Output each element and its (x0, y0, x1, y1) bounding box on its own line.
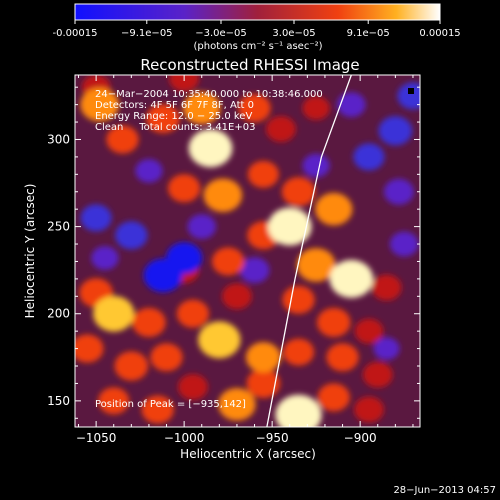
heatmap-blob (282, 285, 315, 314)
heatmap-blob (247, 160, 279, 188)
heatmap-blob (141, 395, 174, 424)
heatmap-blob (178, 373, 208, 400)
heatmap-blob (239, 257, 270, 284)
colorbar-unit-label: (photons cm⁻² s⁻¹ asec⁻²) (193, 41, 322, 52)
heatmap-blob (222, 283, 252, 310)
heatmap-blob (115, 221, 148, 250)
colorbar-tick-label: -0.00015 (53, 28, 98, 39)
x-tick-label: −900 (344, 431, 377, 445)
x-axis-label: Heliocentric X (arcsec) (180, 447, 316, 461)
axis-ticks: −1050 −1000 −950 −900 150 200 250 300 (47, 75, 420, 445)
heatmap-blob (169, 75, 200, 92)
heatmap-blob (91, 246, 119, 270)
marker-square (408, 88, 414, 94)
heatmap-blob (146, 103, 180, 134)
heatmap-blob (246, 368, 281, 399)
heatmap-blob (281, 177, 316, 207)
annotation-block: 24−Mar−2004 10:35:40.000 to 10:38:46.000… (95, 89, 323, 133)
footer-timestamp: 28−Jun−2013 04:57 (393, 485, 496, 496)
heatmap-blob (75, 334, 104, 363)
heatmap-blob (317, 383, 350, 412)
x-tick-label: −1000 (164, 431, 205, 445)
x-tick-label: −1050 (76, 431, 117, 445)
colorbar-tick-label: 9.1e−05 (347, 28, 390, 39)
annotation-clean: Clean Total counts: 3.41E+03 (95, 122, 255, 133)
heatmap-blob (373, 337, 400, 360)
heatmap-area (75, 75, 420, 427)
heatmap-blob (80, 204, 112, 232)
heatmap-blob (114, 351, 149, 381)
heatmap-blob (167, 174, 201, 203)
colorbar-tick-label: −9.1e−05 (121, 28, 173, 39)
heatmap-blob (188, 129, 233, 168)
colorbar-tick-label: 3.0e−05 (272, 28, 315, 39)
colorbar-gradient (74, 3, 441, 21)
y-tick-label: 250 (47, 220, 70, 234)
heatmap-blob (275, 394, 322, 427)
heatmap-blobs (75, 75, 420, 427)
peak-position-label: Position of Peak = [−935,142] (95, 399, 246, 410)
colorbar-tick-label: 0.00015 (419, 28, 460, 39)
heatmap-blob (80, 87, 119, 122)
y-tick-label: 200 (47, 307, 70, 321)
chart-title: Reconstructed RHESSI Image (140, 56, 359, 74)
heatmap-blob (187, 214, 216, 240)
heatmap-blob (383, 178, 414, 205)
heatmap-blob (354, 318, 384, 344)
heatmap-blob (353, 143, 385, 171)
solar-limb-line (266, 75, 352, 427)
heatmap-blob (203, 178, 243, 213)
heatmap-blob (397, 82, 420, 110)
colorbar-ticks: -0.00015 −9.1e−05 −3.0e−05 3.0e−05 9.1e−05 0.… (53, 20, 461, 39)
heatmap-blob (176, 299, 210, 328)
heatmap-blob (267, 207, 312, 246)
heatmap-blob (362, 361, 393, 388)
heatmap-blob (150, 343, 183, 372)
heatmap-blob (315, 192, 353, 226)
x-tick-label: −950 (256, 431, 289, 445)
heatmap-blob (183, 91, 221, 125)
y-tick-label: 300 (47, 132, 70, 146)
heatmap-blob (389, 231, 419, 257)
annotation-energy: Energy Range: 12.0 − 25.0 keV (95, 111, 252, 122)
heatmap-blob (238, 94, 271, 123)
colorbar-tick-label: −3.0e−05 (195, 28, 247, 39)
heatmap-blob (132, 307, 166, 338)
colorbar: -0.00015 −9.1e−05 −3.0e−05 3.0e−05 9.1e−05 0.… (53, 3, 461, 52)
y-axis-label: Heliocentric Y (arcsec) (23, 184, 37, 319)
heatmap-blob (354, 396, 384, 423)
heatmap-blob (266, 116, 296, 142)
annotation-time: 24−Mar−2004 10:35:40.000 to 10:38:46.000 (95, 89, 323, 100)
heatmap-blob (302, 96, 330, 120)
heatmap-blob (143, 258, 183, 293)
heatmap-blob (283, 338, 315, 366)
heatmap-blob (106, 125, 139, 154)
heatmap-blob (211, 247, 245, 276)
heatmap-blob (93, 295, 135, 332)
heatmap-blob (302, 153, 330, 178)
plot-frame (74, 74, 421, 428)
heatmap-blob (316, 307, 351, 338)
annotation-detectors: Detectors: 4F 5F 6F 7F 8F, Att 0 (95, 100, 254, 111)
heatmap-blob (198, 321, 241, 359)
heatmap-blob (371, 274, 402, 301)
heatmap-blob (378, 116, 413, 146)
heatmap-blob (329, 259, 374, 298)
y-tick-label: 150 (47, 394, 70, 408)
heatmap-blob (245, 342, 281, 373)
heatmap-blob (326, 343, 359, 372)
heatmap-blob (135, 158, 163, 183)
heatmap-blob (337, 92, 366, 118)
rhessi-plot: Reconstructed RHESSI Image −1050 −1000 −95… (23, 56, 421, 461)
heatmap-blob (218, 388, 256, 421)
heatmap-blob (98, 387, 130, 415)
heatmap-blob (296, 248, 336, 282)
